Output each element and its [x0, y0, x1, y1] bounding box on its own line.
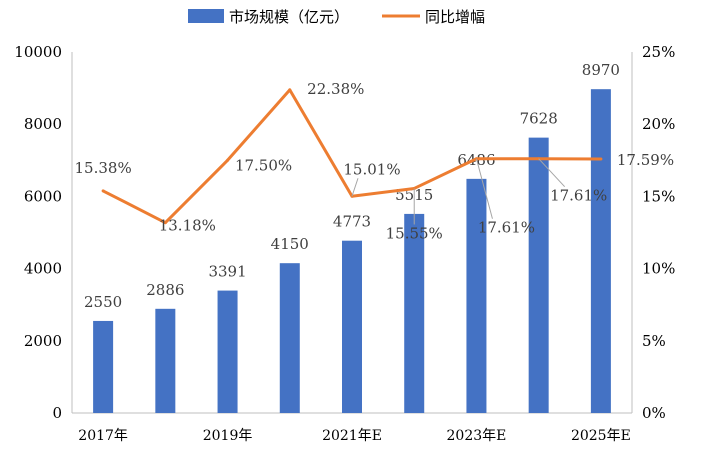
y-right-tick-label: 15%	[642, 187, 675, 205]
legend-bar-label: 市场规模（亿元）	[229, 8, 349, 26]
line-labels: 15.38% 13.18% 17.50% 22.38% 15.01% 15.55% 17.6…	[75, 80, 675, 243]
axes: 0 0% 2000 5% 4000 10% 6000 15% 8000 20% 10000 25% 20…	[14, 43, 675, 444]
bar-value-label: 2886	[146, 281, 184, 299]
y-right-tick-label: 25%	[642, 43, 675, 61]
line-value-label: 17.59%	[617, 151, 674, 169]
y-right-tick-label: 20%	[642, 115, 675, 133]
line-point	[163, 221, 167, 225]
label-leader-line	[538, 158, 566, 188]
bar	[590, 89, 611, 414]
line-point	[288, 88, 292, 92]
line-point	[226, 158, 230, 162]
line-point	[599, 157, 603, 161]
label-leader-line	[475, 158, 493, 219]
bar	[466, 178, 487, 413]
legend-line-label: 同比增幅	[425, 8, 485, 26]
line-value-label: 17.61%	[550, 187, 607, 205]
x-tick-label: 2023年E	[447, 428, 507, 444]
x-tick-label: 2017年	[78, 428, 128, 444]
legend: 市场规模（亿元） 同比增幅	[188, 8, 485, 26]
bar	[404, 213, 425, 413]
y-right-tick-label: 5%	[642, 332, 666, 350]
line-value-label: 15.01%	[343, 160, 400, 178]
x-tick-label: 2025年E	[571, 428, 631, 444]
y-left-tick-label: 8000	[24, 115, 62, 133]
y-right-tick-label: 0%	[642, 404, 666, 422]
line-value-label: 17.50%	[235, 156, 292, 174]
x-tick-label: 2019年	[203, 428, 253, 444]
bar-value-label: 7628	[520, 110, 558, 128]
bar-value-label: 8970	[582, 61, 620, 79]
bar	[279, 263, 300, 413]
line-value-label: 13.18%	[159, 217, 216, 235]
y-left-tick-label: 2000	[24, 332, 62, 350]
bar	[93, 320, 114, 413]
bar-value-label: 4773	[333, 213, 371, 231]
label-leader-line	[351, 178, 359, 197]
y-left-tick-label: 4000	[24, 260, 62, 278]
bar	[528, 137, 549, 413]
y-left-tick-label: 10000	[14, 43, 62, 61]
y-left-tick-label: 6000	[24, 187, 62, 205]
line-value-label: 22.38%	[307, 80, 364, 98]
bar	[155, 308, 176, 413]
legend-bar-swatch	[188, 9, 224, 23]
x-tick-label: 2021年E	[322, 428, 382, 444]
line-point	[101, 189, 105, 193]
bar	[217, 290, 238, 413]
line-value-label: 15.38%	[75, 159, 132, 177]
bar-value-label: 4150	[271, 235, 309, 253]
bars	[93, 89, 611, 414]
line-value-label: 15.55%	[386, 224, 443, 242]
y-right-tick-label: 10%	[642, 260, 675, 278]
bar-value-label: 3391	[208, 263, 246, 281]
line-value-label: 17.61%	[478, 219, 535, 237]
y-left-tick-label: 0	[52, 404, 62, 422]
bar	[342, 240, 362, 413]
bar-value-label: 2550	[84, 293, 122, 311]
